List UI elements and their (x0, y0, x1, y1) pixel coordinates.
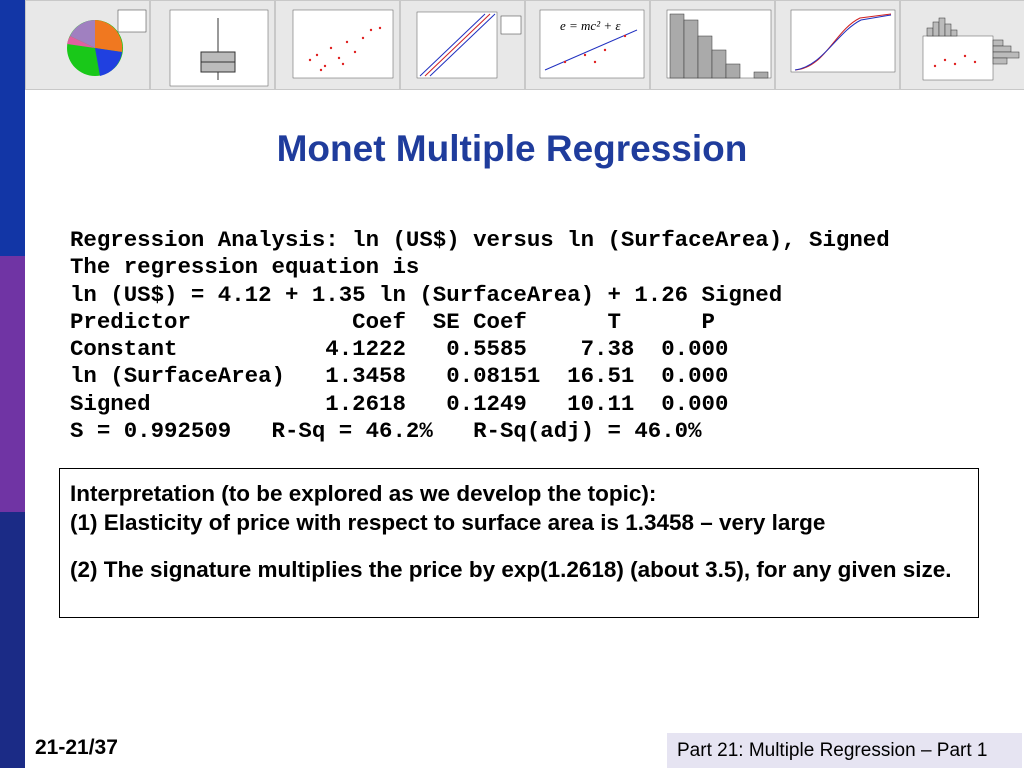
output-line: Regression Analysis: ln (US$) versus ln … (70, 227, 890, 253)
stripe-navy (0, 512, 25, 768)
output-line: Signed 1.2618 0.1249 10.11 0.000 (70, 390, 729, 417)
thumb-scatter (276, 1, 399, 89)
thumb-cdf (776, 1, 899, 89)
interpretation-box: Interpretation (to be explored as we dev… (59, 468, 979, 618)
footer-section: Part 21: Multiple Regression – Part 1 (667, 733, 1022, 768)
regression-output: Regression Analysis: ln (US$) versus ln … (70, 227, 890, 445)
thumb-probability (401, 1, 524, 89)
thumbnail-banner: e = mc² + ε (25, 0, 1024, 90)
output-line: ln (SurfaceArea) 1.3458 0.08151 16.51 0.… (70, 363, 729, 390)
thumb-regression: e = mc² + ε (526, 1, 649, 89)
interpretation-item: (1) Elasticity of price with respect to … (70, 510, 826, 535)
formula: e = mc² + ε (560, 18, 621, 33)
output-line: S = 0.992509 R-Sq = 46.2% R-Sq(adj) = 46… (70, 418, 702, 445)
thumb-marginal (901, 1, 1024, 89)
interpretation-heading: Interpretation (to be explored as we dev… (70, 481, 657, 506)
stripe-purple (0, 256, 25, 512)
stripe-blue (0, 0, 25, 256)
thumb-boxplot (151, 1, 274, 89)
output-line: Predictor Coef SE Coef T P (70, 308, 715, 335)
slide-title: Monet Multiple Regression (276, 128, 748, 169)
output-line: ln (US$) = 4.12 + 1.35 ln (SurfaceArea) … (70, 281, 783, 308)
output-line: The regression equation is (70, 254, 420, 281)
thumb-histogram (651, 1, 774, 89)
interpretation-item: (2) The signature multiplies the price b… (70, 557, 952, 582)
thumb-pie (26, 1, 149, 89)
output-line: Constant 4.1222 0.5585 7.38 0.000 (70, 336, 729, 363)
page-number: 21-21/37 (35, 736, 118, 759)
